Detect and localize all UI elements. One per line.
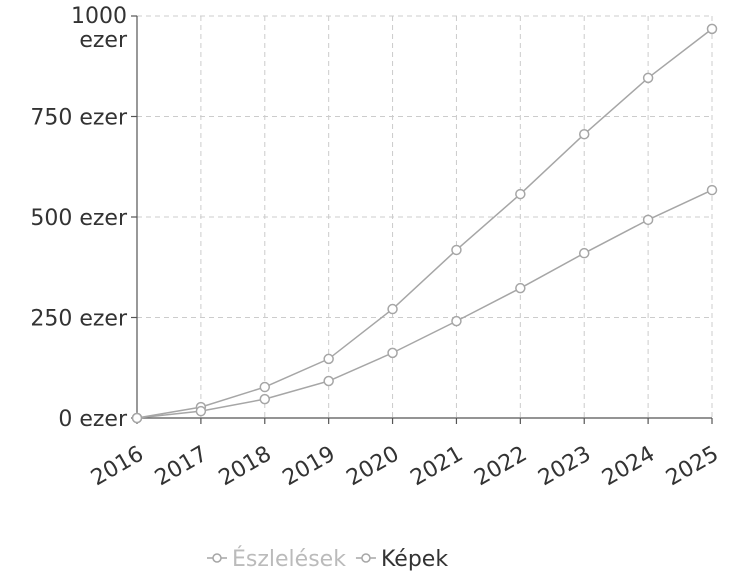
legend-label: Képek [381,547,448,572]
x-tick-label: 2024 [598,442,659,492]
x-tick-label: 2018 [215,442,276,492]
x-tick-label: 2016 [87,442,148,492]
point [451,315,462,327]
y-tick-label: 1000 ezer [71,4,128,53]
y-tick-label: 500 ezer [30,206,128,231]
point [706,23,718,35]
series-line [136,28,713,419]
legend-item: Észlelések [207,546,346,572]
point [259,393,271,405]
point [323,375,334,387]
y-tick-label: 250 ezer [30,307,128,332]
y-tick-label-line: ezer [79,28,128,53]
point [642,72,654,84]
y-tick-label: 0 ezer [58,407,128,432]
point [515,188,526,200]
series-line [136,189,713,419]
point [515,282,526,294]
legend-item: Képek [355,547,448,572]
point [451,244,462,256]
point [578,128,590,140]
x-tick-label: 2022 [470,442,531,492]
point [259,381,271,393]
point [131,412,143,424]
x-tick-label: 2019 [279,442,340,492]
x-tick-label: 2025 [662,442,723,492]
x-tick-label: 2023 [534,442,595,492]
y-tick-label: 750 ezer [30,106,128,131]
legend-marker [361,553,371,563]
point [642,214,654,226]
y-tick-label-line: 1000 [71,4,127,29]
legend-label: Észlelések [232,546,346,572]
point [195,405,207,417]
x-tick-label: 2017 [151,442,212,492]
legend-marker [212,553,222,563]
point [387,303,398,315]
point [706,184,718,196]
x-tick-label: 2021 [406,442,467,492]
point [387,347,398,359]
point [323,353,334,365]
x-tick-label: 2020 [343,442,404,492]
point [578,247,590,259]
